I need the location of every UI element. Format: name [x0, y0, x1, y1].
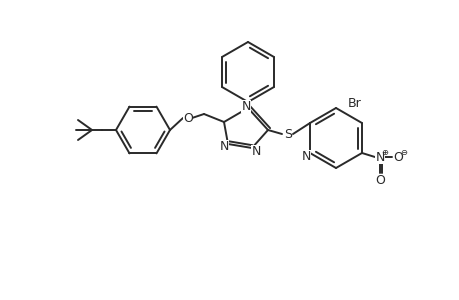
Text: N: N — [375, 151, 384, 164]
Text: O: O — [374, 173, 384, 187]
Text: N: N — [219, 140, 228, 152]
Text: O: O — [392, 151, 402, 164]
Text: ⊖: ⊖ — [400, 148, 407, 157]
Text: Br: Br — [347, 97, 361, 110]
Text: O: O — [183, 112, 192, 124]
Text: N: N — [301, 149, 310, 163]
Text: N: N — [241, 100, 250, 112]
Text: ⊕: ⊕ — [381, 148, 388, 157]
Text: S: S — [283, 128, 291, 140]
Text: N: N — [251, 145, 260, 158]
